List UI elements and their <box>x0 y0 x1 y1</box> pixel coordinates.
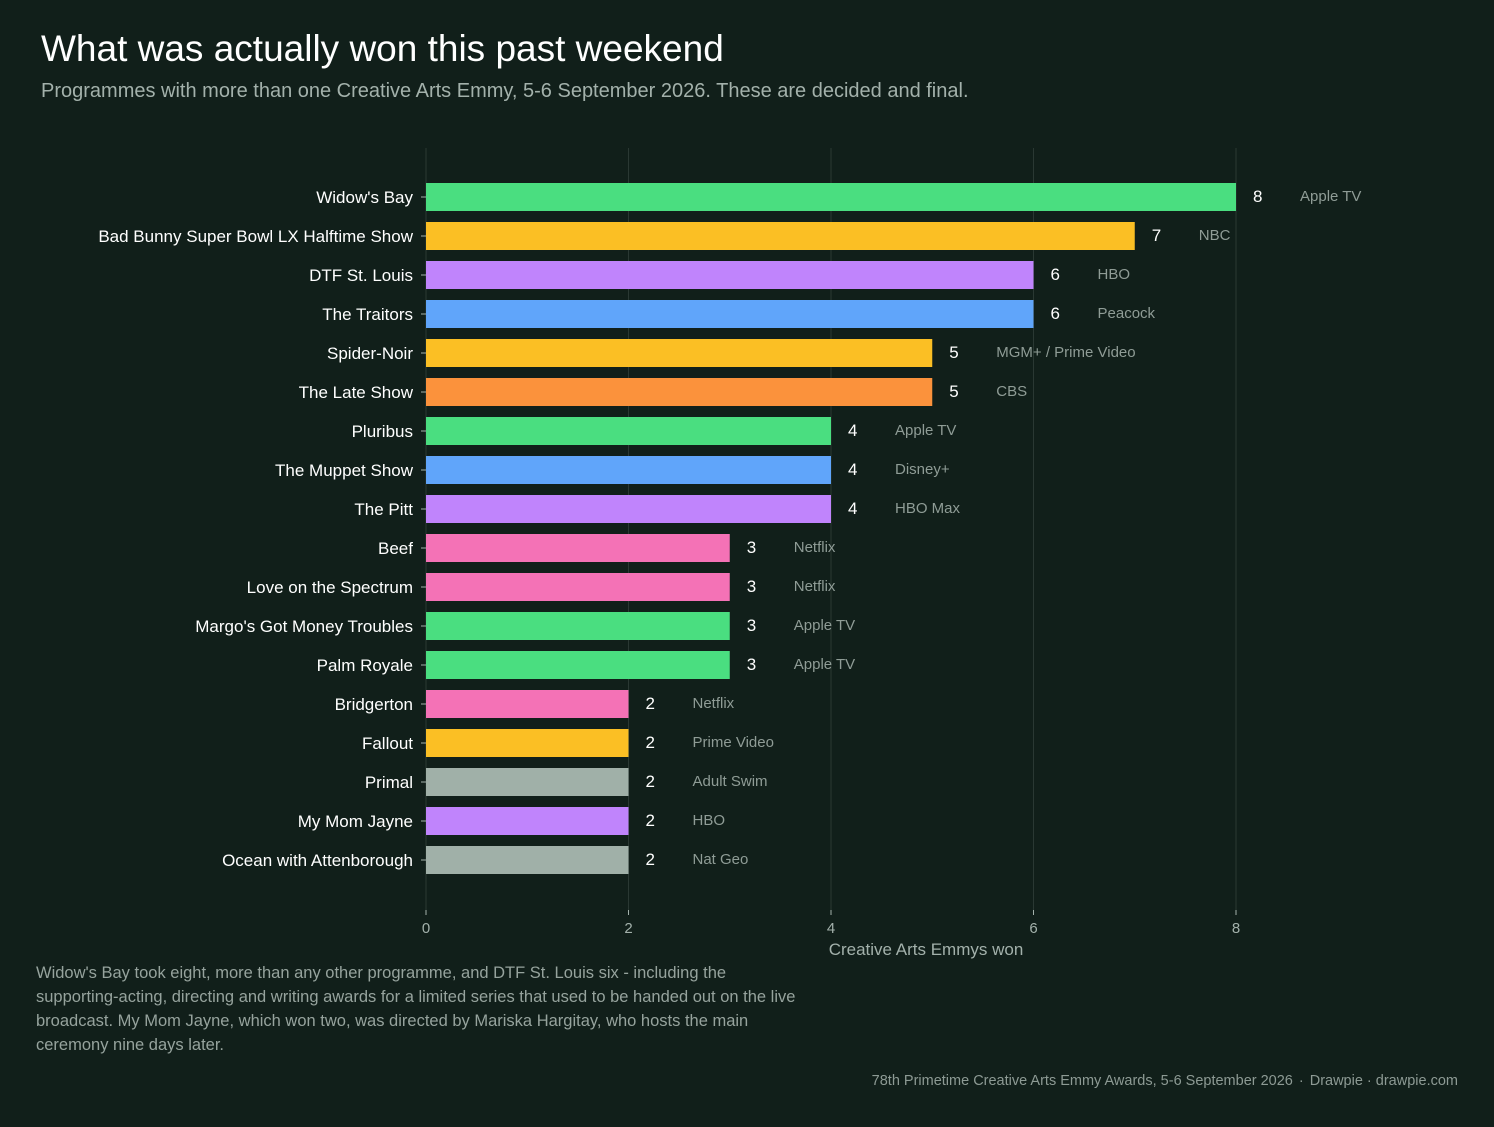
source-credit: Drawpie · drawpie.com <box>1309 1073 1458 1089</box>
value-label: 2 <box>646 811 655 830</box>
network-label: Nat Geo <box>693 851 749 868</box>
x-tick-label: 2 <box>624 920 632 937</box>
bar <box>426 846 629 874</box>
value-label: 3 <box>747 616 756 635</box>
value-label: 2 <box>646 772 655 791</box>
category-label: Fallout <box>362 734 413 753</box>
value-label: 8 <box>1253 187 1262 206</box>
labels: Widow's Bay 8 Apple TV Bad Bunny Super Bowl… <box>98 187 1361 870</box>
network-label: CBS <box>996 383 1027 400</box>
network-label: Disney+ <box>895 461 950 478</box>
value-label: 5 <box>949 343 958 362</box>
value-label: 5 <box>949 382 958 401</box>
bar <box>426 261 1034 289</box>
category-label: Spider-Noir <box>327 344 413 363</box>
network-label: Apple TV <box>895 422 956 439</box>
bar <box>426 378 933 406</box>
source-separator: · <box>1298 1073 1304 1089</box>
value-label: 2 <box>646 694 655 713</box>
bar-chart: 0 2 4 6 8 Widow's Bay 8 Apple TV Bad Bunny Supe… <box>98 148 1361 959</box>
bar <box>426 807 629 835</box>
network-label: Netflix <box>693 695 735 712</box>
bar <box>426 690 629 718</box>
network-label: HBO <box>693 812 726 829</box>
bar <box>426 300 1034 328</box>
category-label: Love on the Spectrum <box>247 578 413 597</box>
bar <box>426 651 730 679</box>
network-label: Adult Swim <box>693 773 768 790</box>
network-label: Netflix <box>794 539 836 556</box>
category-label: DTF St. Louis <box>309 266 413 285</box>
network-label: Apple TV <box>1300 188 1361 205</box>
bar <box>426 768 629 796</box>
x-axis-label: Creative Arts Emmys won <box>829 940 1024 959</box>
chart-title: What was actually won this past weekend <box>41 28 724 69</box>
value-label: 3 <box>747 538 756 557</box>
category-label: Margo's Got Money Troubles <box>195 617 413 636</box>
network-label: Netflix <box>794 578 836 595</box>
category-label: The Traitors <box>322 305 413 324</box>
category-label: Ocean with Attenborough <box>222 851 413 870</box>
category-label: Primal <box>365 773 413 792</box>
value-label: 3 <box>747 577 756 596</box>
bar <box>426 417 831 445</box>
network-label: NBC <box>1199 227 1231 244</box>
category-label: The Pitt <box>354 500 413 519</box>
footnote: Widow's Bay took eight, more than any ot… <box>36 964 796 1054</box>
bar <box>426 573 730 601</box>
bar <box>426 534 730 562</box>
value-label: 2 <box>646 850 655 869</box>
bars <box>426 183 1236 874</box>
bar <box>426 339 933 367</box>
chart-subtitle: Programmes with more than one Creative A… <box>41 80 969 102</box>
value-label: 3 <box>747 655 756 674</box>
bar <box>426 495 831 523</box>
network-label: Peacock <box>1098 305 1156 322</box>
bar <box>426 729 629 757</box>
category-label: My Mom Jayne <box>298 812 413 831</box>
bar <box>426 456 831 484</box>
network-label: Apple TV <box>794 656 855 673</box>
network-label: Apple TV <box>794 617 855 634</box>
value-label: 6 <box>1051 304 1060 323</box>
x-tick-label: 4 <box>827 920 835 937</box>
category-label: Bad Bunny Super Bowl LX Halftime Show <box>98 227 413 246</box>
source-event: 78th Primetime Creative Arts Emmy Awards… <box>871 1073 1293 1089</box>
category-label: The Muppet Show <box>275 461 414 480</box>
network-label: HBO Max <box>895 500 961 517</box>
bar <box>426 612 730 640</box>
value-label: 4 <box>848 499 857 518</box>
network-label: MGM+ / Prime Video <box>996 344 1135 361</box>
category-label: Widow's Bay <box>316 188 413 207</box>
category-label: The Late Show <box>299 383 414 402</box>
value-label: 7 <box>1152 226 1161 245</box>
x-tick-label: 0 <box>422 920 430 937</box>
value-label: 2 <box>646 733 655 752</box>
source-line: 78th Primetime Creative Arts Emmy Awards… <box>872 1073 1458 1089</box>
network-label: HBO <box>1098 266 1131 283</box>
category-label: Palm Royale <box>317 656 413 675</box>
value-label: 6 <box>1051 265 1060 284</box>
bar <box>426 222 1135 250</box>
x-tick-label: 8 <box>1232 920 1240 937</box>
category-label: Pluribus <box>352 422 413 441</box>
value-label: 4 <box>848 460 857 479</box>
bar <box>426 183 1236 211</box>
network-label: Prime Video <box>693 734 774 751</box>
value-label: 4 <box>848 421 857 440</box>
category-label: Beef <box>378 539 413 558</box>
x-tick-label: 6 <box>1029 920 1037 937</box>
category-label: Bridgerton <box>335 695 413 714</box>
